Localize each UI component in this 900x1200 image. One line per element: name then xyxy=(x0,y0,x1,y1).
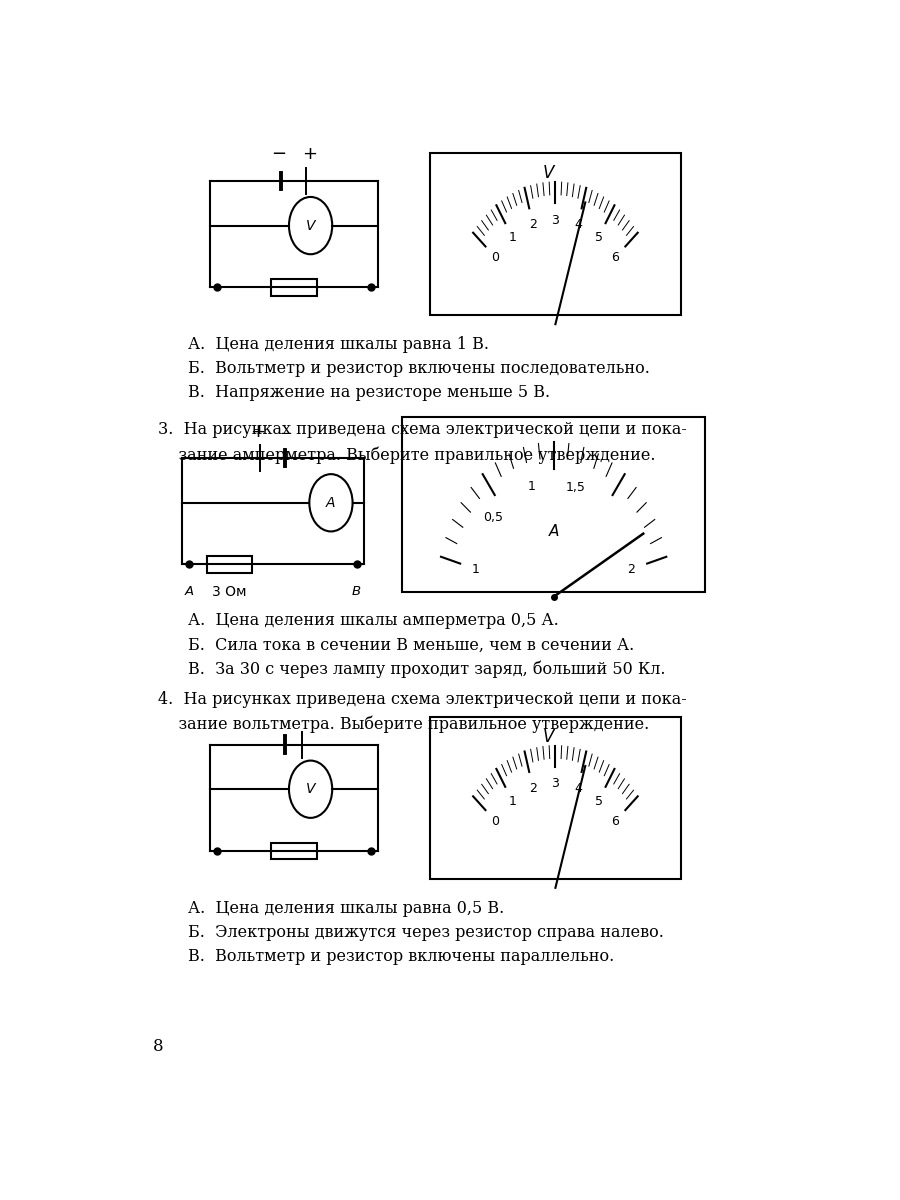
Text: зание вольтметра. Выберите правильное утверждение.: зание вольтметра. Выберите правильное ут… xyxy=(158,716,649,733)
Text: 5: 5 xyxy=(595,794,602,808)
Text: В.  Вольтметр и резистор включены параллельно.: В. Вольтметр и резистор включены паралле… xyxy=(188,948,614,965)
Text: 3 Ом: 3 Ом xyxy=(212,584,247,599)
Text: V: V xyxy=(306,218,315,233)
Bar xyxy=(271,278,317,295)
Text: A: A xyxy=(548,524,559,539)
Text: 3.  На рисунках приведена схема электрической цепи и пока-: 3. На рисунках приведена схема электриче… xyxy=(158,421,687,438)
Text: В.  За 30 с через лампу проходит заряд, больший 50 Кл.: В. За 30 с через лампу проходит заряд, б… xyxy=(188,660,665,678)
Text: 6: 6 xyxy=(611,815,619,828)
Text: 0: 0 xyxy=(491,815,500,828)
Bar xyxy=(271,842,317,859)
Text: 2: 2 xyxy=(529,218,537,232)
Text: 2: 2 xyxy=(627,563,635,576)
Text: −: − xyxy=(279,426,292,440)
Text: 1: 1 xyxy=(527,480,536,493)
Text: +: + xyxy=(302,145,317,163)
Text: 3: 3 xyxy=(552,778,560,791)
Text: 1: 1 xyxy=(508,230,517,244)
Text: В.  Напряжение на резисторе меньше 5 В.: В. Напряжение на резисторе меньше 5 В. xyxy=(188,384,550,401)
Text: Б.  Сила тока в сечении В меньше, чем в сечении А.: Б. Сила тока в сечении В меньше, чем в с… xyxy=(188,636,634,654)
Text: А.  Цена деления шкалы амперметра 0,5 А.: А. Цена деления шкалы амперметра 0,5 А. xyxy=(188,612,559,630)
Text: +: + xyxy=(250,422,266,440)
Text: зание амперметра. Выберите правильное утверждение.: зание амперметра. Выберите правильное ут… xyxy=(158,446,655,463)
Text: B: B xyxy=(352,584,361,598)
Text: A: A xyxy=(326,496,336,510)
Text: 2: 2 xyxy=(529,782,537,794)
Text: 1: 1 xyxy=(472,563,480,576)
Text: 5: 5 xyxy=(595,230,602,244)
Text: 8: 8 xyxy=(153,1038,164,1055)
Text: A: A xyxy=(184,584,194,598)
Text: 1: 1 xyxy=(508,794,517,808)
Text: 4: 4 xyxy=(574,218,581,232)
Text: 4.  На рисунках приведена схема электрической цепи и пока-: 4. На рисунках приведена схема электриче… xyxy=(158,691,687,708)
Text: 6: 6 xyxy=(611,251,619,264)
Text: Б.  Вольтметр и резистор включены последовательно.: Б. Вольтметр и резистор включены последо… xyxy=(188,360,650,377)
Bar xyxy=(207,556,252,572)
Text: Б.  Электроны движутся через резистор справа налево.: Б. Электроны движутся через резистор спр… xyxy=(188,924,663,941)
Text: 3: 3 xyxy=(552,214,560,227)
Text: А.  Цена деления шкалы равна 0,5 В.: А. Цена деления шкалы равна 0,5 В. xyxy=(188,900,504,917)
Bar xyxy=(430,716,681,878)
Text: V: V xyxy=(306,782,315,797)
Text: А.  Цена деления шкалы равна 1 В.: А. Цена деления шкалы равна 1 В. xyxy=(188,336,489,353)
Text: −: − xyxy=(271,145,286,163)
Text: 4: 4 xyxy=(574,782,581,794)
Text: 0,5: 0,5 xyxy=(483,510,503,523)
Text: V: V xyxy=(543,164,554,182)
Bar xyxy=(430,154,681,314)
Text: 0: 0 xyxy=(491,251,500,264)
Text: 1,5: 1,5 xyxy=(566,481,586,494)
Bar xyxy=(402,416,706,592)
Text: V: V xyxy=(543,728,554,746)
